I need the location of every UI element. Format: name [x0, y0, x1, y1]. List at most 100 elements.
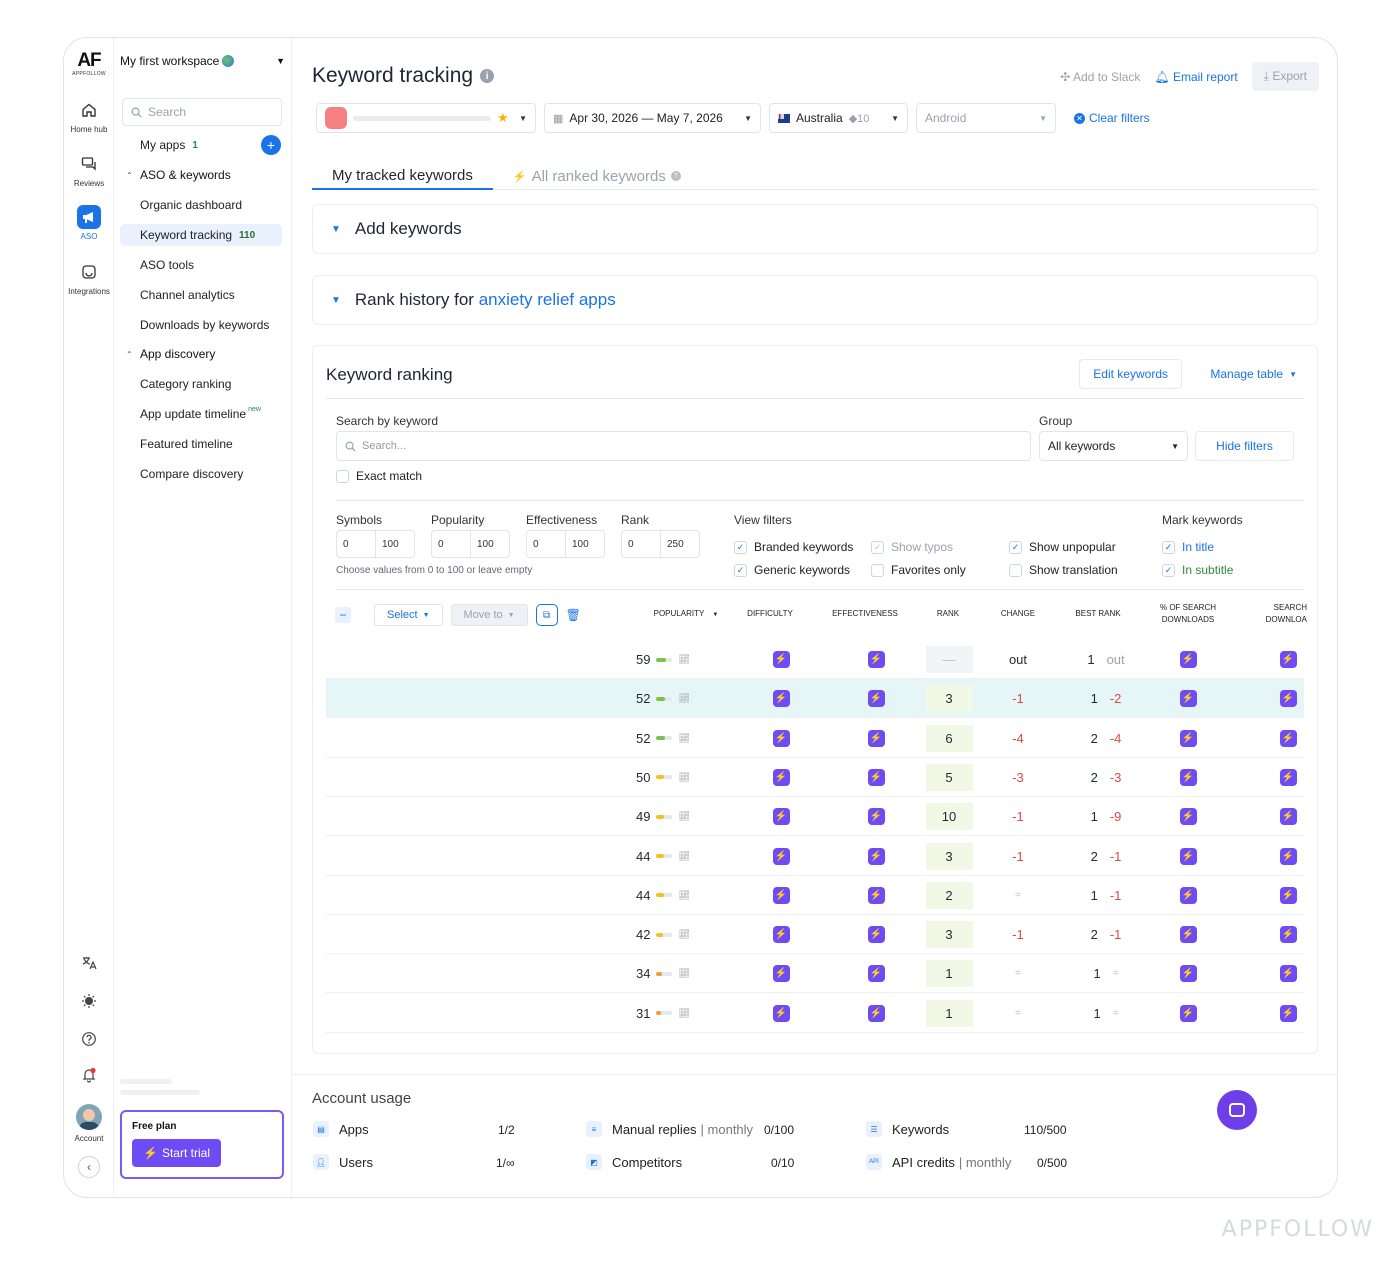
account-menu[interactable]: Account [64, 1104, 114, 1143]
table-row[interactable]: 59 📈︎ ⚡ ⚡ — out 1 out ⚡ ⚡ [326, 640, 1304, 679]
table-row[interactable]: 31 📈︎ ⚡ ⚡ 1 = 1 = ⚡ ⚡ [326, 994, 1304, 1033]
sidebar-item-downloads-by-keywords[interactable]: Downloads by keywords [140, 318, 270, 332]
sidebar-item-aso-tools[interactable]: ASO tools [140, 258, 195, 272]
unlock-bolt-icon[interactable]: ⚡ [772, 926, 790, 944]
trend-chart-icon[interactable]: 📈︎ [678, 654, 690, 664]
country-selector[interactable]: Australia ◆10 ▼ [769, 103, 908, 133]
unlock-bolt-icon[interactable]: ⚡ [1279, 690, 1297, 708]
trend-chart-icon[interactable]: 📈︎ [678, 693, 690, 704]
generic-keywords-checkbox[interactable]: ✓ Generic keywords [734, 563, 850, 577]
copy-icon[interactable]: ⧉ [535, 604, 558, 626]
select-dropdown[interactable]: Select ▼ [374, 604, 443, 626]
sidebar-item-featured-timeline[interactable]: Featured timeline [140, 437, 233, 451]
date-range-picker[interactable]: ▦ Apr 30, 2026 — May 7, 2026 ▼ [544, 103, 761, 133]
sidebar-item-app-update-timeline[interactable]: App update timeline new [140, 405, 261, 422]
unlock-bolt-icon[interactable]: ⚡ [867, 886, 885, 904]
show-unpopular-checkbox[interactable]: ✓ Show unpopular [1009, 540, 1116, 554]
unlock-bolt-icon[interactable]: ⚡ [1179, 847, 1197, 865]
sidebar-item-category-ranking[interactable]: Category ranking [140, 377, 232, 391]
unlock-bolt-icon[interactable]: ⚡ [1179, 808, 1197, 826]
table-row[interactable]: 42 📈︎ ⚡ ⚡ 3 -1 2 -1 ⚡ ⚡ [326, 915, 1304, 955]
unlock-bolt-icon[interactable]: ⚡ [1279, 651, 1297, 668]
notifications-bell-icon[interactable] [64, 1067, 114, 1083]
email-report-button[interactable]: 🔔︎ Email report [1154, 69, 1238, 84]
column-header-difficulty[interactable]: Difficulty [747, 609, 793, 618]
group-select[interactable]: All keywords ▼ [1039, 431, 1188, 461]
unlock-bolt-icon[interactable]: ⚡ [1179, 690, 1197, 708]
column-header-rank[interactable]: Rank [936, 609, 960, 618]
help-icon[interactable] [64, 1031, 114, 1047]
column-header-popularity[interactable]: Popularity ▼ [653, 609, 719, 618]
trend-chart-icon[interactable]: 📈︎ [678, 968, 690, 979]
platform-selector[interactable]: Android ▼ [916, 103, 1056, 133]
workspace-switcher[interactable]: My first workspace ▼ [120, 54, 285, 68]
unlock-bolt-icon[interactable]: ⚡ [772, 690, 790, 708]
popularity-range-input[interactable]: 0 100 [431, 530, 510, 558]
column-header-change[interactable]: Change [1000, 609, 1036, 618]
effectiveness-range-input[interactable]: 0 100 [526, 530, 605, 558]
unlock-bolt-icon[interactable]: ⚡ [772, 729, 790, 747]
unlock-bolt-icon[interactable]: ⚡ [1179, 1004, 1197, 1022]
appfollow-logo[interactable]: AF APPFOLLOW [72, 50, 106, 77]
unlock-bolt-icon[interactable]: ⚡ [867, 808, 885, 826]
unlock-bolt-icon[interactable]: ⚡ [867, 926, 885, 944]
tab-my-tracked-keywords[interactable]: My tracked keywords [312, 162, 493, 190]
favorites-only-checkbox[interactable]: Favorites only [871, 563, 966, 577]
unlock-bolt-icon[interactable]: ⚡ [1279, 886, 1297, 904]
unlock-bolt-icon[interactable]: ⚡ [772, 1004, 790, 1022]
trend-chart-icon[interactable]: 📈︎ [678, 929, 690, 940]
add-app-button[interactable]: + [261, 135, 281, 155]
unlock-bolt-icon[interactable]: ⚡ [1279, 808, 1297, 826]
unlock-bolt-icon[interactable]: ⚡ [867, 847, 885, 865]
unlock-bolt-icon[interactable]: ⚡ [867, 729, 885, 747]
unlock-bolt-icon[interactable]: ⚡ [1179, 965, 1197, 983]
trend-chart-icon[interactable]: 📈︎ [678, 771, 690, 782]
unlock-bolt-icon[interactable]: ⚡ [1279, 768, 1297, 786]
rail-home-hub[interactable]: Home hub [64, 98, 114, 134]
start-trial-button[interactable]: ⚡ Start trial [132, 1139, 221, 1167]
unlock-bolt-icon[interactable]: ⚡ [1179, 651, 1197, 668]
column-header-search-downloads[interactable]: Search downloa [1265, 603, 1307, 624]
unlock-bolt-icon[interactable]: ⚡ [772, 965, 790, 983]
sidebar-group-app-discovery[interactable]: ⌃ App discovery [126, 347, 216, 361]
unlock-bolt-icon[interactable]: ⚡ [867, 651, 885, 668]
in-subtitle-checkbox[interactable]: ✓ In subtitle [1162, 563, 1233, 577]
unlock-bolt-icon[interactable]: ⚡ [1179, 886, 1197, 904]
trash-icon[interactable]: 🗑︎ [565, 608, 581, 622]
column-header-effectiveness[interactable]: Effectiveness [832, 609, 898, 618]
sidebar-group-aso-keywords[interactable]: ⌃ ASO & keywords [126, 168, 231, 182]
sidebar-item-keyword-tracking[interactable]: Keyword tracking 110 [120, 224, 282, 246]
trend-chart-icon[interactable]: 📈︎ [678, 732, 690, 743]
in-title-checkbox[interactable]: ✓ In title [1162, 540, 1214, 554]
table-row[interactable]: 50 📈︎ ⚡ ⚡ 5 -3 2 -3 ⚡ ⚡ [326, 758, 1304, 797]
deselect-all-checkbox[interactable]: − [335, 607, 351, 623]
sidebar-search-input[interactable]: Search [122, 98, 282, 126]
add-keywords-panel[interactable]: ▼ Add keywords [312, 204, 1318, 254]
move-to-dropdown[interactable]: Move to ▼ [450, 604, 528, 626]
trend-chart-icon[interactable]: 📈︎ [678, 811, 690, 822]
rail-integrations[interactable]: Integrations [64, 260, 114, 296]
table-row[interactable]: 44 📈︎ ⚡ ⚡ 2 = 1 -1 ⚡ ⚡ [326, 876, 1304, 915]
unlock-bolt-icon[interactable]: ⚡ [1279, 965, 1297, 983]
unlock-bolt-icon[interactable]: ⚡ [867, 965, 885, 983]
rank-range-input[interactable]: 0 250 [621, 530, 700, 558]
edit-keywords-button[interactable]: Edit keywords [1079, 359, 1182, 389]
trend-chart-icon[interactable]: 📈︎ [678, 889, 690, 900]
support-chat-button[interactable] [1217, 1090, 1257, 1130]
unlock-bolt-icon[interactable]: ⚡ [1279, 926, 1297, 944]
exact-match-checkbox[interactable]: Exact match [336, 469, 422, 483]
unlock-bolt-icon[interactable]: ⚡ [772, 847, 790, 865]
symbols-range-input[interactable]: 0 100 [336, 530, 415, 558]
sidebar-item-my-apps[interactable]: My apps 1 [140, 138, 198, 152]
unlock-bolt-icon[interactable]: ⚡ [867, 690, 885, 708]
collapse-sidebar-button[interactable]: ‹ [64, 1156, 114, 1178]
table-row[interactable]: 52 📈︎ ⚡ ⚡ 6 -4 2 -4 ⚡ ⚡ [326, 719, 1304, 758]
app-selector[interactable]: ★ ▼ [316, 103, 536, 133]
unlock-bolt-icon[interactable]: ⚡ [1179, 729, 1197, 747]
clear-filters-button[interactable]: ✕ Clear filters [1074, 111, 1150, 125]
show-translation-checkbox[interactable]: Show translation [1009, 563, 1118, 577]
theme-toggle-icon[interactable] [64, 993, 114, 1009]
column-header-best-rank[interactable]: Best rank [1075, 609, 1121, 618]
sidebar-item-channel-analytics[interactable]: Channel analytics [140, 288, 235, 302]
add-to-slack-button[interactable]: ✣ Add to Slack [1060, 69, 1141, 84]
